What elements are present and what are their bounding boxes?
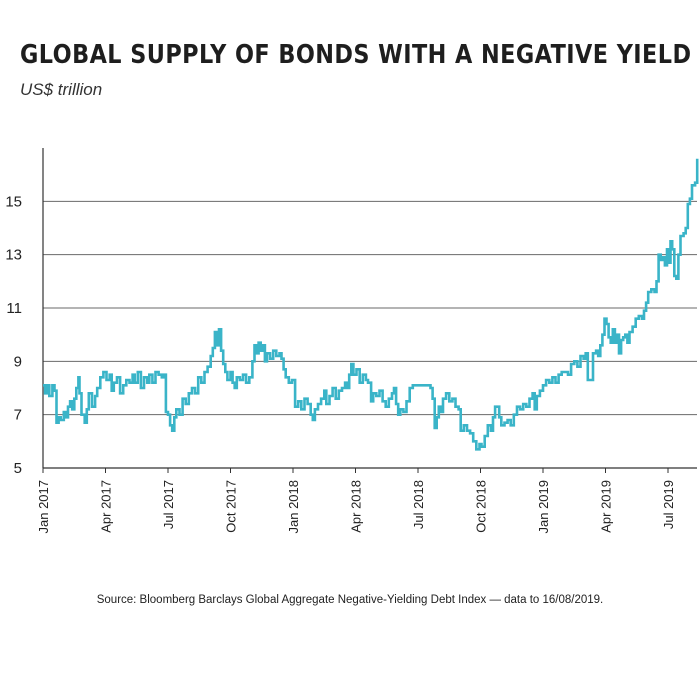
y-tick-label: 9 xyxy=(14,353,22,370)
y-tick-label: 15 xyxy=(5,193,22,210)
y-tick-label: 5 xyxy=(14,460,22,477)
x-tick-label: Jul 2019 xyxy=(661,480,676,529)
y-tick-label: 13 xyxy=(5,247,22,264)
x-tick-label: Jan 2018 xyxy=(286,480,301,534)
x-tick-label: Apr 2018 xyxy=(349,480,364,533)
x-axis-tick-labels: Jan 2017 Apr 2017 Jul 2017 Oct 2017 Jan 2018… xyxy=(36,480,676,534)
axes xyxy=(42,148,697,473)
x-tick-label: Apr 2019 xyxy=(599,480,614,533)
x-tick-label: Apr 2017 xyxy=(99,480,114,533)
x-tick-label: Jul 2017 xyxy=(161,480,176,529)
y-tick-label: 11 xyxy=(6,300,22,317)
x-tick-label: Jan 2019 xyxy=(536,480,551,534)
x-tick-label: Oct 2018 xyxy=(474,480,489,533)
series-line-0 xyxy=(43,158,699,451)
chart-title: GLOBAL SUPPLY OF BONDS WITH A NEGATIVE Y… xyxy=(20,40,692,70)
y-axis-tick-labels: 5 7 9 11 13 15 xyxy=(5,193,22,477)
y-tick-label: 7 xyxy=(14,407,22,424)
x-tick-label: Oct 2017 xyxy=(224,480,239,533)
x-tick-label: Jan 2017 xyxy=(36,480,51,534)
source-note: Source: Bloomberg Barclays Global Aggreg… xyxy=(96,594,604,606)
chart-subtitle: US$ trillion xyxy=(20,80,103,99)
x-tick-label: Jul 2018 xyxy=(411,480,426,529)
series-group xyxy=(43,158,699,451)
